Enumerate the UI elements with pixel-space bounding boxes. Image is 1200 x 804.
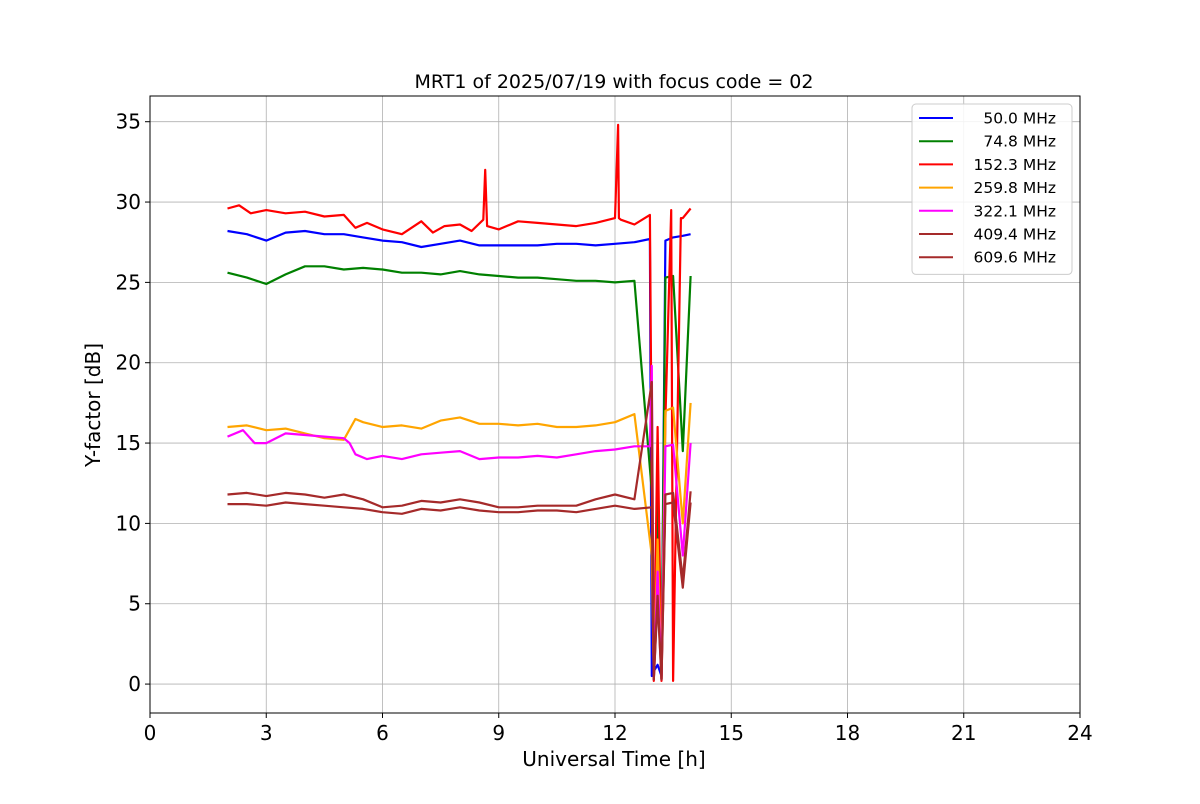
legend-label: 50.0 MHz <box>983 110 1056 128</box>
legend-label: 609.6 MHz <box>974 249 1056 267</box>
series-line <box>227 380 692 681</box>
series-line <box>227 229 691 678</box>
y-tick-label: 15 <box>116 431 141 455</box>
x-tick-label: 21 <box>951 721 976 745</box>
x-tick-label: 0 <box>144 721 157 745</box>
x-tick-label: 6 <box>376 721 389 745</box>
x-tick-label: 18 <box>835 721 860 745</box>
series-line <box>227 501 692 681</box>
y-tick-label: 20 <box>116 351 141 375</box>
x-tick-label: 3 <box>260 721 273 745</box>
grid-layer <box>149 96 1081 713</box>
x-tick-label: 9 <box>492 721 505 745</box>
y-axis-label: Y-factor [dB] <box>81 343 105 468</box>
x-tick-label: 12 <box>602 721 627 745</box>
legend-label: 74.8 MHz <box>983 133 1056 151</box>
series-line <box>227 402 692 681</box>
y-tick-label: 10 <box>116 511 141 535</box>
series-line <box>227 123 692 683</box>
series-line <box>227 364 692 681</box>
legend-label: 322.1 MHz <box>974 202 1056 220</box>
y-tick-label: 30 <box>116 190 141 214</box>
legend-label: 259.8 MHz <box>974 179 1056 197</box>
chart-title: MRT1 of 2025/07/19 with focus code = 02 <box>415 71 814 93</box>
y-tick-label: 5 <box>128 592 141 616</box>
legend-box <box>911 103 1073 275</box>
series-layer <box>227 123 692 683</box>
tick-layer: 0 3 6 9 12 15 18 21 24 0 5 10 15 20 25 30 35 <box>116 110 1093 745</box>
x-tick-label: 24 <box>1067 721 1092 745</box>
y-tick-label: 25 <box>116 270 141 294</box>
x-tick-label: 15 <box>719 721 744 745</box>
legend-label: 152.3 MHz <box>974 156 1056 174</box>
legend-label: 409.4 MHz <box>974 226 1056 244</box>
y-tick-label: 0 <box>128 672 141 696</box>
legend: 50.0 MHz 74.8 MHz 152.3 MHz 259.8 MHz 322.1 … <box>911 103 1073 275</box>
y-tick-label: 35 <box>116 110 141 134</box>
x-axis-label: Universal Time [h] <box>522 747 705 771</box>
series-line <box>227 265 692 681</box>
